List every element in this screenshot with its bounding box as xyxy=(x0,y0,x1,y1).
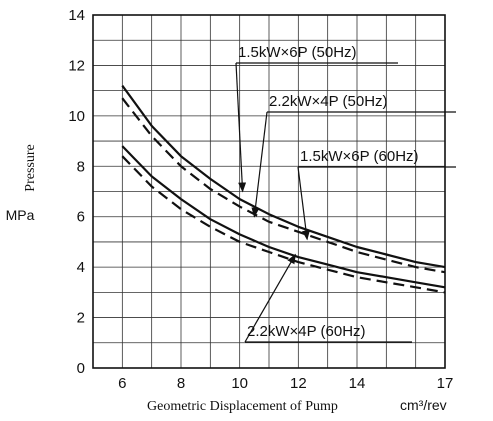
series-callouts: 1.5kW×6P (50Hz) 2.2kW×4P (50Hz) 1.5kW×6P (… xyxy=(235,44,456,343)
series-label-1: 1.5kW×6P (50Hz) xyxy=(238,44,357,61)
series-label-4: 2.2kW×4P (60Hz) xyxy=(247,323,366,340)
y-tick-label: 8 xyxy=(77,158,85,175)
x-tick-label: 8 xyxy=(177,375,185,392)
plot-frame xyxy=(92,14,446,369)
y-tick-label: 6 xyxy=(77,209,85,226)
series-label-2: 2.2kW×4P (50Hz) xyxy=(269,93,388,110)
callout-arrow xyxy=(235,62,247,193)
y-axis-title: Pressure xyxy=(23,144,38,191)
series-line-1 xyxy=(121,84,446,269)
x-axis-title: Geometric Displacement of Pump xyxy=(147,399,338,414)
series-line-2 xyxy=(121,97,446,274)
y-tick-label: 14 xyxy=(68,7,85,24)
y-tick-label: 4 xyxy=(77,259,85,276)
tick-labels: 0 2 4 6 8 10 12 14 6 8 10 12 14 17 xyxy=(68,7,453,392)
y-tick-label: 10 xyxy=(68,108,85,125)
callout-arrow xyxy=(251,111,268,218)
x-tick-label: 14 xyxy=(349,375,366,392)
y-tick-label: 0 xyxy=(77,360,85,377)
grid xyxy=(93,15,445,368)
x-tick-label: 17 xyxy=(437,375,454,392)
x-axis-unit: cm³/rev xyxy=(400,397,447,413)
y-tick-label: 2 xyxy=(77,310,85,327)
x-tick-label: 12 xyxy=(290,375,307,392)
series-label-3: 1.5kW×6P (60Hz) xyxy=(300,148,419,165)
series-line-3 xyxy=(121,145,446,289)
series-lines xyxy=(121,84,446,294)
y-axis-unit: MPa xyxy=(6,207,35,223)
callout-arrow xyxy=(297,166,310,241)
series-line-4 xyxy=(121,155,446,294)
callout-arrow xyxy=(244,253,296,343)
x-tick-label: 6 xyxy=(118,375,126,392)
y-tick-label: 12 xyxy=(68,57,85,74)
x-tick-label: 10 xyxy=(231,375,248,392)
